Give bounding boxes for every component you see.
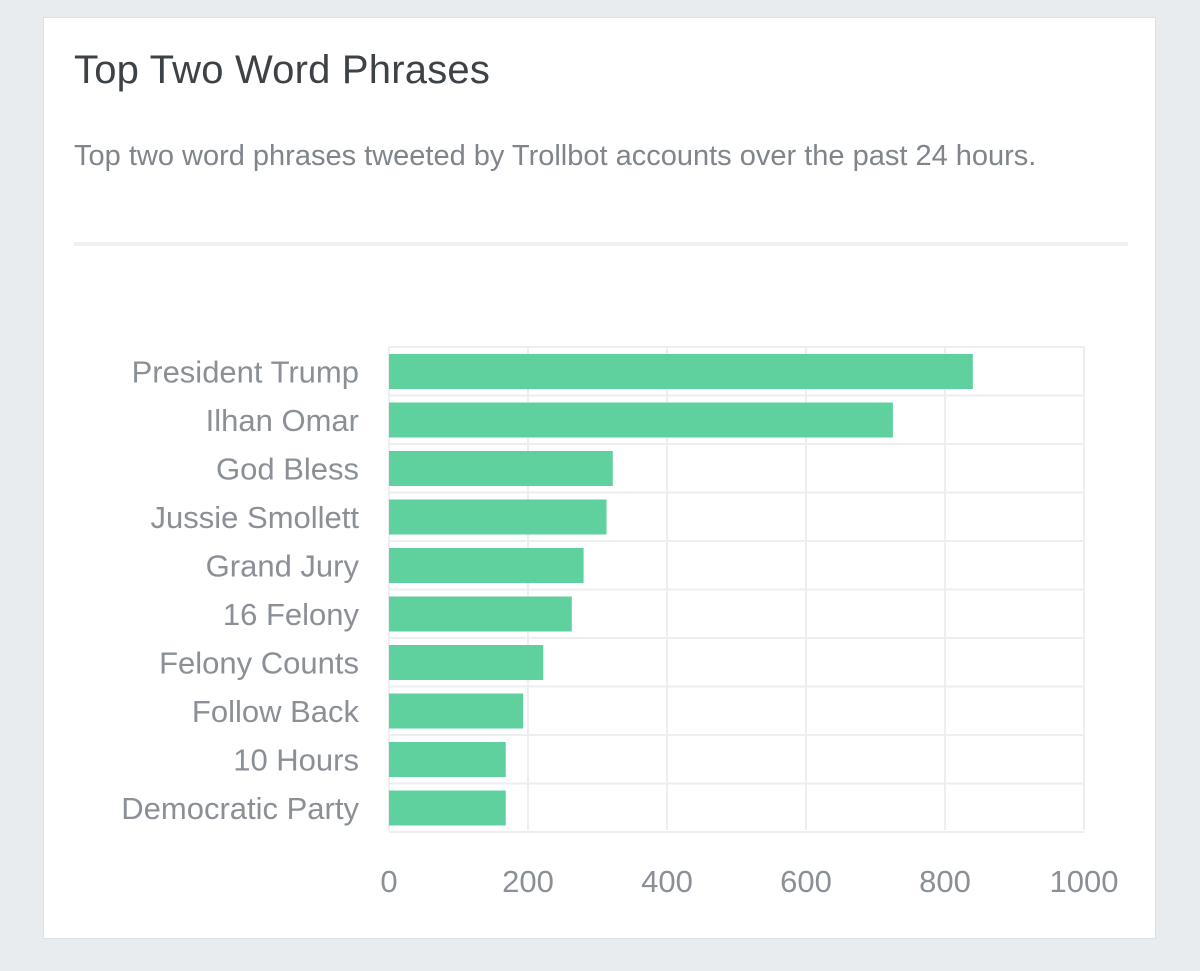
bar xyxy=(389,790,506,826)
category-label: 10 Hours xyxy=(233,743,359,778)
category-label: Felony Counts xyxy=(159,646,359,681)
bar-layer xyxy=(389,354,973,826)
card-title: Top Two Word Phrases xyxy=(74,48,491,92)
bar xyxy=(389,402,893,438)
x-tick-label: 1000 xyxy=(1050,864,1119,899)
bar xyxy=(389,451,613,486)
category-label: Jussie Smollett xyxy=(151,500,360,535)
category-label: President Trump xyxy=(132,355,359,390)
tick-layer: 0 200 400 600 800 1000 xyxy=(380,864,1118,899)
x-tick-label: 0 xyxy=(380,864,397,899)
divider xyxy=(74,242,1128,246)
x-tick-label: 800 xyxy=(919,864,971,899)
category-label: Follow Back xyxy=(192,694,360,729)
label-layer: President Trump Ilhan Omar God Bless Jussie… xyxy=(121,355,359,827)
x-tick-label: 400 xyxy=(641,864,693,899)
x-tick-label: 600 xyxy=(780,864,832,899)
bar xyxy=(389,354,973,389)
bar xyxy=(389,596,572,632)
category-label: 16 Felony xyxy=(223,597,360,632)
bar-chart: President Trump Ilhan Omar God Bless Jussie… xyxy=(121,346,1118,899)
x-tick-label: 200 xyxy=(502,864,554,899)
category-label: Grand Jury xyxy=(206,549,360,584)
bar xyxy=(389,693,524,729)
grid-layer xyxy=(388,346,1085,833)
bar xyxy=(389,645,544,680)
card-subtitle: Top two word phrases tweeted by Trollbot… xyxy=(74,140,1037,172)
category-label: God Bless xyxy=(216,452,359,487)
bar xyxy=(389,548,584,583)
bar xyxy=(389,499,607,535)
bar xyxy=(389,742,506,777)
category-label: Democratic Party xyxy=(121,791,359,826)
chart-card: Top Two Word Phrases Top two word phrase… xyxy=(43,17,1156,939)
category-label: Ilhan Omar xyxy=(206,403,359,438)
